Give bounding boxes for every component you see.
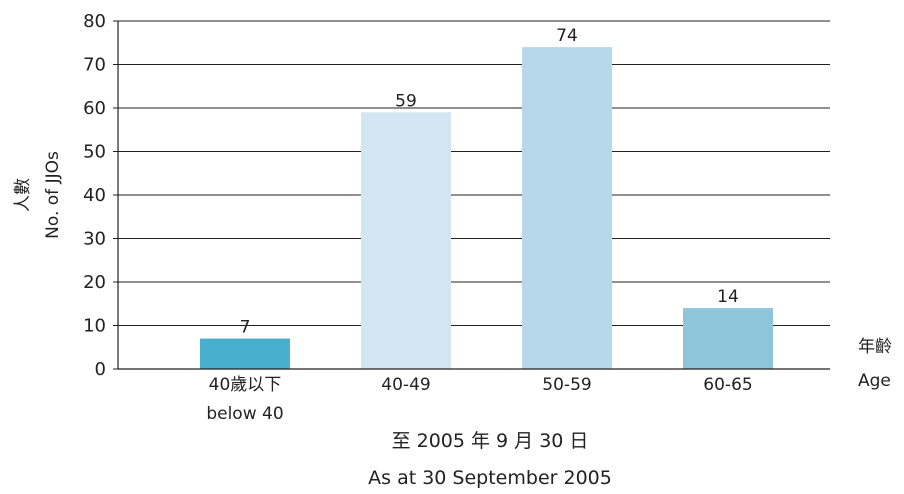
y-tick-label: 40	[83, 185, 106, 206]
y-axis-ticks: 0 10 20 30 40 50 60 70 80	[83, 11, 118, 380]
category-label: 40-49	[381, 375, 430, 395]
gridlines	[118, 20, 830, 326]
category-label: 60-65	[703, 375, 752, 395]
category-label: 50-59	[542, 375, 591, 395]
bar	[683, 308, 773, 369]
category-label-en: below 40	[206, 404, 283, 424]
y-axis-title-en: No. of JJOs	[43, 151, 63, 239]
y-tick-label: 50	[83, 142, 106, 163]
bar	[200, 338, 290, 369]
y-tick-label: 70	[83, 55, 106, 76]
x-axis-title-zh: 年齡	[858, 337, 892, 357]
data-label: 14	[717, 287, 739, 307]
category-label: 40歲以下	[209, 375, 282, 395]
y-axis-title-zh: 人數	[13, 178, 33, 212]
bar	[361, 112, 451, 369]
y-tick-label: 60	[83, 98, 106, 119]
bar	[522, 47, 612, 369]
data-label: 7	[240, 318, 251, 338]
x-axis-title-en: Age	[858, 371, 891, 391]
y-tick-label: 20	[83, 272, 106, 293]
y-tick-label: 10	[83, 316, 106, 337]
labels: 7 40歲以下 below 40 59 40-49 74 50-59 14 60-65	[206, 26, 752, 424]
y-tick-label: 30	[83, 229, 106, 250]
y-tick-label: 0	[95, 359, 106, 380]
bars	[200, 47, 773, 369]
data-label: 74	[556, 26, 578, 46]
data-label: 59	[395, 91, 417, 111]
date-note-zh: 至 2005 年 9 月 30 日	[392, 430, 589, 452]
date-note-en: As at 30 September 2005	[368, 467, 612, 489]
y-tick-label: 80	[83, 11, 106, 32]
